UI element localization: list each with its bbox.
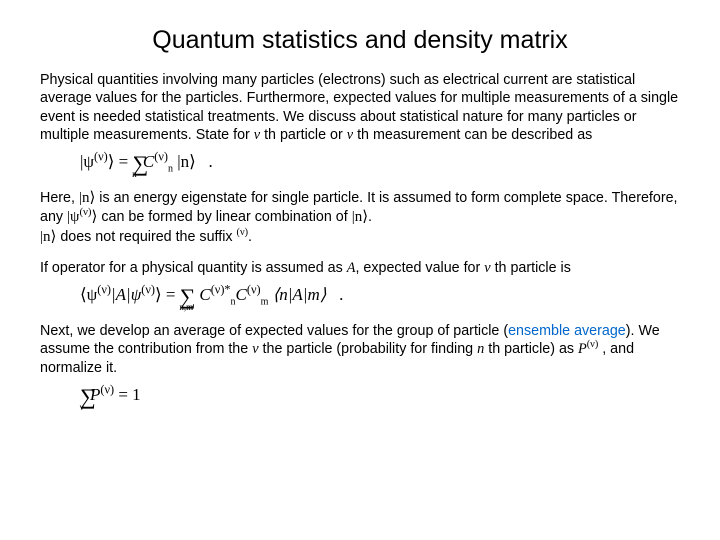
eq2-lsup: (ν) (97, 282, 111, 296)
eq3-P: P (90, 385, 100, 404)
eq3-Psup: (ν) (100, 382, 114, 396)
p1-th1: th particle or (260, 127, 347, 143)
p4-Psup: (ν) (587, 340, 599, 351)
eq1-ket: |n⟩ (177, 152, 196, 171)
eq1-sum-sub: n (132, 161, 137, 179)
paragraph-4: Next, we develop an average of expected … (40, 322, 680, 377)
paragraph-1: Physical quantities involving many parti… (40, 71, 680, 144)
p4-P: P (578, 341, 587, 357)
psi-nu: |ψ(ν)⟩ (67, 209, 97, 225)
p2-suffix: (ν) (237, 227, 249, 238)
eq2-bra: ⟨n|A|m⟩ (273, 285, 327, 304)
paragraph-3: If operator for a physical quantity is a… (40, 259, 680, 277)
eq2-A: |A|ψ (111, 285, 141, 304)
eq2-end: . (339, 285, 343, 304)
eq2-l: ⟨ψ (80, 285, 97, 304)
eq2-rsup: (ν) (141, 282, 155, 296)
p4-d: th particle) as (484, 341, 578, 357)
equation-3: ∑ν P(ν) = 1 (80, 385, 680, 412)
eq3-eq: = 1 (114, 385, 141, 404)
eq2-c2sup: (ν) (247, 282, 261, 296)
p2-e: does not required the suffix (56, 229, 236, 245)
p3-a: If operator for a physical quantity is a… (40, 260, 347, 276)
paragraph-2: Here, |n⟩ is an energy eigenstate for si… (40, 189, 680, 247)
eq2-sum-sub: n,m (179, 294, 193, 312)
p1-th2: th measurement can be described as (353, 127, 592, 143)
eq2-c2: C (236, 285, 247, 304)
eq2-r: ⟩ = (155, 285, 180, 304)
ensemble-average: ensemble average (508, 323, 626, 339)
p3-b: , expected value for (355, 260, 484, 276)
p2-a: Here, (40, 190, 79, 206)
eq1-end: . (208, 152, 212, 171)
eq1-mid: ⟩ = (108, 152, 133, 171)
p3-c: th particle is (491, 260, 571, 276)
eq1-c: C (143, 152, 154, 171)
p2-c: can be formed by linear combination of (97, 209, 351, 225)
ket-n-3: |n⟩ (40, 229, 56, 245)
p4-c: the particle (probability for finding (259, 341, 478, 357)
eq2-c2sub: m (261, 296, 269, 307)
ket-n-2: |n⟩ (352, 209, 368, 225)
equation-2: ⟨ψ(ν)|A|ψ(ν)⟩ = ∑n,m C(ν)*nC(ν)m ⟨n|A|m⟩… (80, 285, 680, 312)
eq1-lhs: |ψ (80, 152, 94, 171)
ket-n-1: |n⟩ (79, 190, 95, 206)
slide-title: Quantum statistics and density matrix (40, 26, 680, 55)
eq1-csub: n (168, 164, 173, 175)
p4-a: Next, we develop an average of expected … (40, 323, 508, 339)
eq1-csup: (ν) (154, 150, 168, 164)
eq2-c1: C (199, 285, 210, 304)
eq1-sup: (ν) (94, 150, 108, 164)
p2-f: . (248, 229, 252, 245)
equation-1: |ψ(ν)⟩ = ∑n C(ν)n |n⟩ . (80, 152, 680, 179)
p2-d: . (368, 209, 372, 225)
eq2-c1sup: (ν)* (211, 282, 231, 296)
eq3-sum-sub: ν (80, 394, 84, 412)
